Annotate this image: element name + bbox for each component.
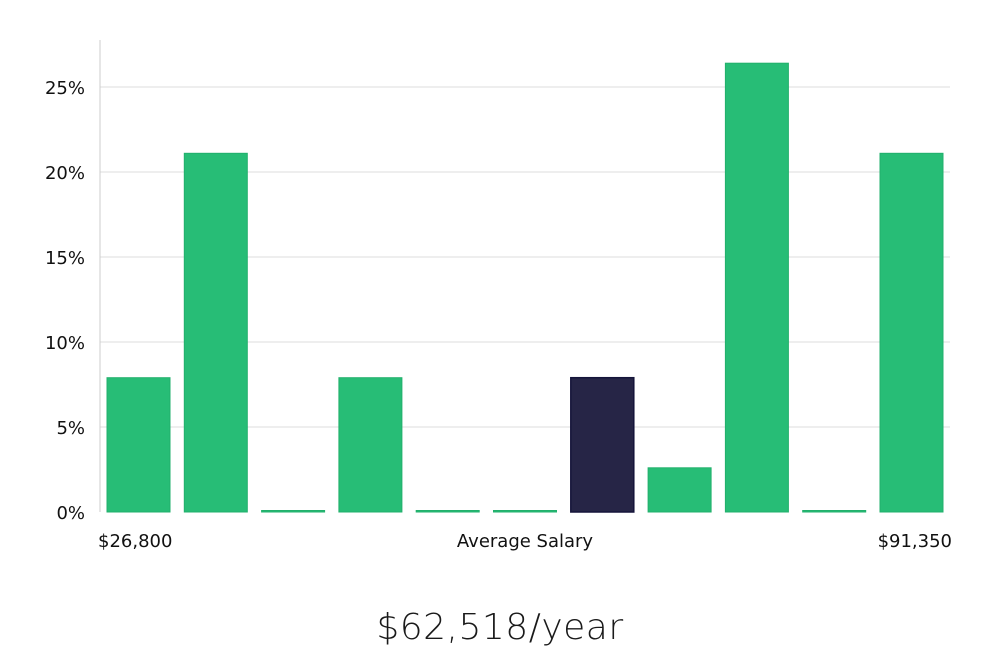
bar	[493, 510, 557, 513]
y-axis-ticks: 0% 5% 10% 15% 20% 25%	[45, 78, 85, 524]
y-tick-label: 10%	[45, 333, 85, 354]
x-axis-max-label: $91,350	[878, 531, 952, 552]
bar	[183, 152, 248, 513]
bar	[724, 62, 789, 513]
average-salary-value: $62,518/year	[376, 607, 624, 648]
y-tick-label: 20%	[45, 163, 85, 184]
bar	[261, 510, 326, 513]
x-axis-min-label: $26,800	[98, 531, 172, 552]
bar-highlight	[570, 376, 635, 513]
bar	[106, 377, 171, 513]
bar	[647, 467, 712, 513]
salary-distribution-chart: 0%5%10%15%20%25% $26,800 Average Salary …	[45, 40, 952, 552]
bar	[415, 510, 480, 513]
y-tick-label: 15%	[45, 248, 85, 269]
y-tick-label: 0%	[56, 503, 85, 524]
bars	[106, 62, 944, 513]
x-axis-title: Average Salary	[457, 531, 594, 552]
bar	[338, 377, 403, 513]
bar	[879, 152, 944, 513]
bar	[802, 510, 867, 513]
y-tick-label: 5%	[56, 418, 85, 439]
y-tick-label: 25%	[45, 78, 85, 99]
